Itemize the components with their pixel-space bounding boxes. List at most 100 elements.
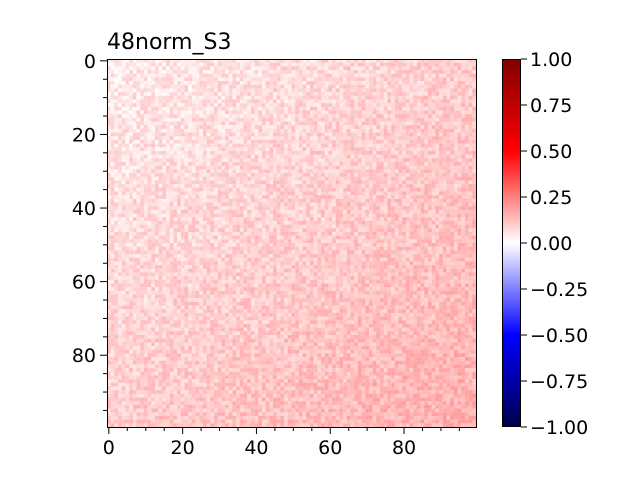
heatmap-cell [328, 209, 333, 214]
heatmap-cell [405, 187, 410, 192]
heatmap-cell [265, 235, 270, 240]
heatmap-cell [398, 139, 403, 144]
heatmap-cell [206, 154, 211, 159]
heatmap-cell [457, 121, 462, 126]
heatmap-cell [328, 106, 333, 111]
heatmap-cell [405, 88, 410, 93]
heatmap-cell [158, 209, 163, 214]
heatmap-cell [346, 125, 351, 130]
heatmap-cell [450, 206, 455, 211]
heatmap-cell [361, 77, 366, 82]
heatmap-cell [468, 202, 473, 207]
heatmap-cell [405, 81, 410, 85]
heatmap-cell [339, 217, 344, 222]
heatmap-cell [457, 147, 462, 152]
heatmap-cell [306, 235, 311, 240]
heatmap-cell [457, 191, 462, 196]
heatmap-cell [177, 206, 181, 211]
heatmap-cell [199, 92, 204, 96]
heatmap-cell [450, 132, 455, 137]
heatmap-cell [387, 139, 392, 144]
heatmap-cell [420, 198, 425, 203]
heatmap-cell [306, 195, 311, 199]
heatmap-cell [302, 92, 307, 96]
heatmap-cell [110, 239, 115, 244]
heatmap-cell [276, 198, 281, 203]
heatmap-cell [158, 110, 163, 115]
heatmap-cell [158, 139, 163, 144]
heatmap-cell [376, 228, 381, 233]
heatmap-cell [335, 187, 340, 192]
heatmap-cell [188, 169, 193, 174]
heatmap-cell [114, 81, 119, 85]
heatmap-cell [214, 162, 218, 166]
heatmap-cell [210, 136, 215, 141]
heatmap-cell [114, 70, 119, 74]
heatmap-cell [269, 121, 274, 126]
heatmap-cell [309, 158, 314, 163]
heatmap-cell [188, 187, 193, 192]
heatmap-cell [409, 132, 414, 137]
heatmap-cell [313, 235, 318, 240]
heatmap-cell [317, 117, 322, 122]
heatmap-cell [202, 213, 207, 218]
heatmap-cell [158, 121, 163, 126]
heatmap-cell [431, 99, 436, 104]
heatmap-cell [250, 187, 255, 192]
heatmap-cell [225, 187, 229, 192]
heatmap-cell [243, 165, 248, 170]
heatmap-cell [129, 106, 133, 111]
heatmap-cell [151, 235, 156, 240]
heatmap-cell [162, 228, 167, 233]
heatmap-cell [202, 110, 207, 115]
heatmap-cell [394, 224, 399, 229]
heatmap-cell [284, 198, 288, 203]
heatmap-cell [321, 180, 325, 185]
heatmap-cell [228, 162, 233, 166]
heatmap-cell [118, 154, 122, 159]
heatmap-cell [332, 136, 336, 141]
heatmap-cell [232, 176, 237, 181]
heatmap-cell [269, 176, 274, 181]
heatmap-cell [191, 217, 196, 222]
heatmap-cell [321, 77, 325, 82]
heatmap-cell [461, 206, 466, 211]
heatmap-cell [431, 139, 436, 144]
heatmap-cell [405, 110, 410, 115]
heatmap-cell [273, 206, 277, 211]
heatmap-cell [346, 217, 351, 222]
heatmap-cell [202, 184, 207, 188]
heatmap-cell [435, 125, 440, 130]
heatmap-cell [284, 88, 288, 93]
heatmap-cell [225, 169, 229, 174]
heatmap-cell [140, 136, 145, 141]
heatmap-cell [332, 228, 336, 233]
heatmap-cell [180, 191, 185, 196]
heatmap-cell [446, 95, 451, 100]
heatmap-cell [180, 147, 185, 152]
heatmap-cell [343, 154, 347, 159]
heatmap-cell [177, 176, 181, 181]
heatmap-cell [114, 143, 119, 148]
heatmap-cell [158, 184, 163, 188]
heatmap-cell [284, 143, 288, 148]
heatmap-cell [405, 128, 410, 133]
heatmap-cell [151, 169, 156, 174]
heatmap-cell [435, 73, 440, 78]
heatmap-cell [420, 217, 425, 222]
heatmap-cell [321, 202, 325, 207]
heatmap-cell [287, 121, 292, 126]
heatmap-cell [291, 106, 296, 111]
heatmap-cell [151, 70, 156, 74]
heatmap-cell [276, 106, 281, 111]
heatmap-cell [306, 239, 311, 244]
heatmap-cell [472, 209, 477, 214]
heatmap-cell [457, 231, 462, 236]
heatmap-cell [339, 176, 344, 181]
heatmap-cell [461, 110, 466, 115]
heatmap-cell [309, 106, 314, 111]
heatmap-cell [162, 95, 167, 100]
heatmap-cell [195, 88, 200, 93]
heatmap-cell [173, 99, 178, 104]
heatmap-cell [321, 191, 325, 196]
